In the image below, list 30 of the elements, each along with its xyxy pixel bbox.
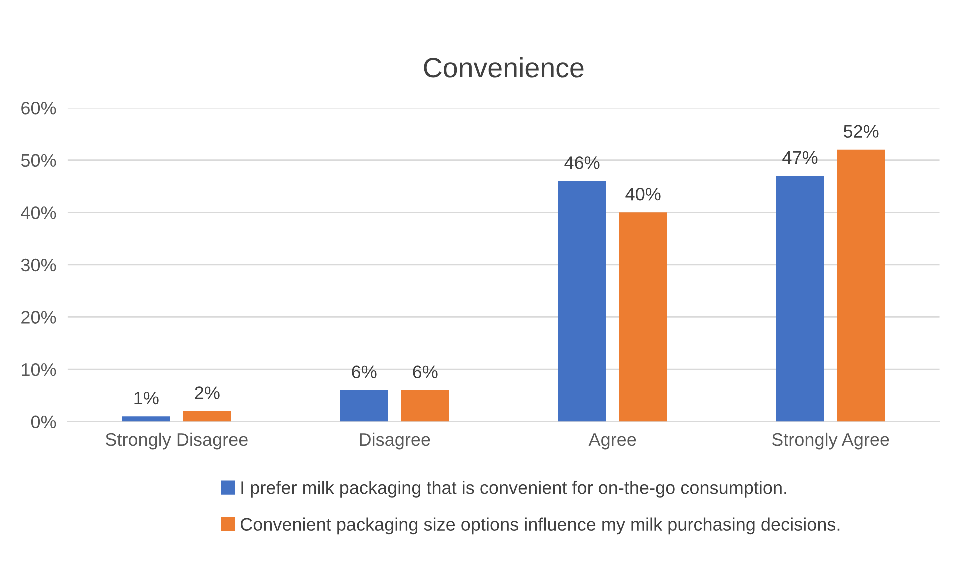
- bar: [558, 181, 606, 422]
- data-label: 1%: [134, 392, 159, 405]
- data-label: 2%: [195, 386, 220, 400]
- y-tick-label: 30%: [21, 258, 56, 272]
- y-tick-label: 50%: [21, 154, 56, 168]
- x-tick-label: Strongly Agree: [772, 432, 890, 450]
- legend-label: Convenient packaging size options influence my milk purchasing decisions.: [240, 518, 840, 535]
- bar: [340, 390, 388, 422]
- x-tick-label: Disagree: [360, 432, 430, 450]
- y-tick-label: 20%: [22, 311, 56, 324]
- y-tick-label: 40%: [21, 206, 56, 220]
- data-label: 52%: [844, 125, 879, 138]
- y-tick-label: 60%: [22, 102, 56, 115]
- bar: [183, 411, 232, 422]
- y-tick-label: 0%: [31, 416, 56, 429]
- data-label: 40%: [626, 188, 661, 201]
- bar: [837, 150, 886, 422]
- bar: [776, 176, 824, 422]
- data-label: 6%: [413, 366, 438, 379]
- data-label: 47%: [782, 151, 818, 164]
- x-tick-label: Agree: [588, 434, 636, 450]
- y-tick-label: 10%: [22, 363, 56, 376]
- chart-title: Convenience: [424, 57, 584, 78]
- legend-label: I prefer milk packaging that is convenient for on-the-go consumption.: [242, 481, 786, 498]
- bar: [122, 416, 170, 422]
- bar: [619, 212, 668, 422]
- bar: [401, 390, 450, 422]
- data-label: 46%: [564, 156, 600, 170]
- data-label: 6%: [352, 366, 377, 379]
- x-tick-label: Strongly Disagree: [106, 432, 248, 450]
